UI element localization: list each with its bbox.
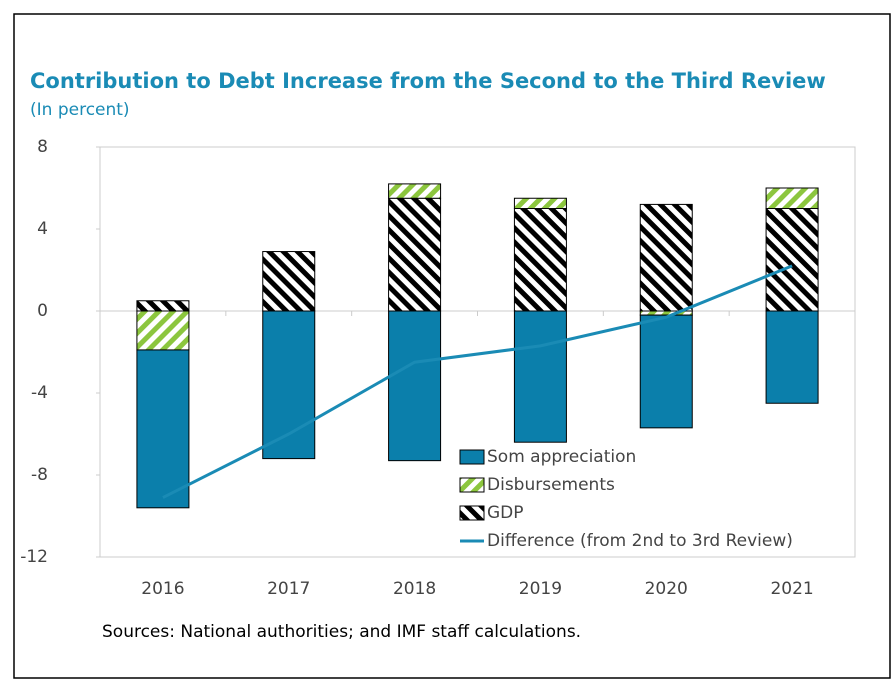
x-tick-label: 2020	[645, 579, 688, 599]
bar	[262, 251, 316, 312]
y-tick-label: 4	[37, 219, 48, 239]
bar	[765, 310, 819, 404]
bar	[639, 314, 693, 429]
y-tick-label: -8	[31, 465, 48, 485]
y-tick-label: -12	[20, 547, 48, 567]
x-tick-label: 2018	[393, 579, 436, 599]
bar	[388, 310, 442, 462]
x-tick-label: 2019	[519, 579, 562, 599]
source-note: Sources: National authorities; and IMF s…	[102, 622, 581, 642]
chart-title: Contribution to Debt Increase from the S…	[30, 69, 826, 93]
y-tick-label: -4	[31, 383, 48, 403]
bar	[136, 310, 190, 351]
x-tick-label: 2017	[267, 579, 310, 599]
legend-label: Disbursements	[487, 475, 615, 495]
y-tick-label: 8	[37, 137, 48, 157]
bar	[639, 310, 693, 316]
line	[162, 264, 793, 499]
bar	[136, 300, 190, 312]
bar	[513, 197, 567, 209]
legend-label: GDP	[487, 503, 524, 523]
bar	[513, 310, 567, 443]
legend-label: Som appreciation	[487, 447, 636, 467]
plot-area	[99, 146, 856, 558]
chart-subtitle: (In percent)	[30, 100, 130, 120]
bar	[136, 349, 190, 509]
x-tick-label: 2016	[141, 579, 184, 599]
legend-label: Difference (from 2nd to 3rd Review)	[487, 531, 793, 551]
frame	[13, 13, 891, 679]
bar	[388, 183, 442, 199]
y-tick-label: 0	[37, 301, 48, 321]
legend-swatch	[459, 477, 485, 493]
bar	[765, 208, 819, 312]
bar	[262, 310, 316, 460]
legend-swatch	[459, 449, 485, 465]
bar	[639, 203, 693, 312]
legend-swatch	[459, 505, 485, 521]
bar	[513, 208, 567, 312]
bar	[388, 197, 442, 312]
bar	[765, 187, 819, 209]
x-tick-label: 2021	[770, 579, 813, 599]
